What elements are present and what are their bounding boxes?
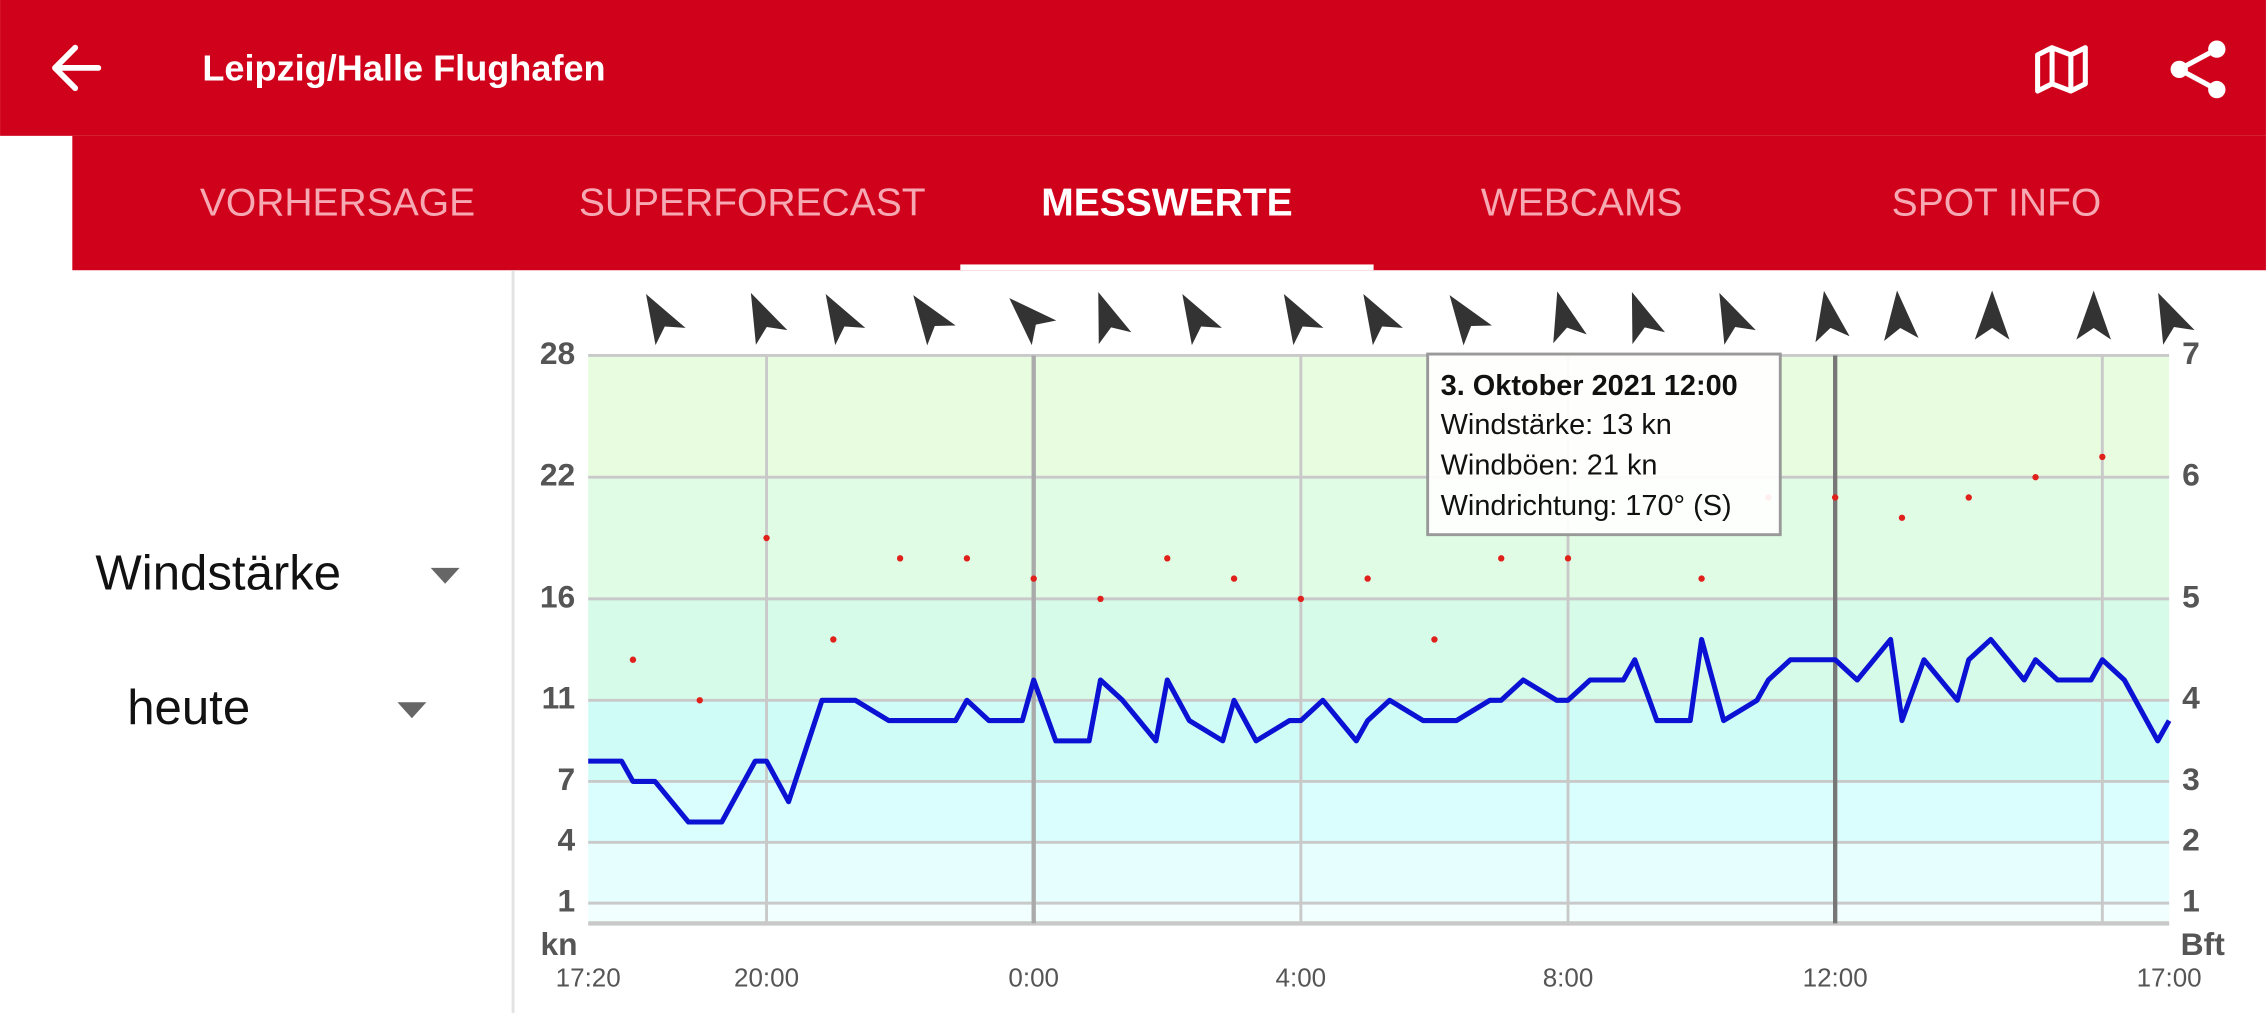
x-tick-label: 8:00 — [1543, 963, 1594, 993]
y2-tick-label: 6 — [2182, 457, 2200, 493]
tooltip-box — [1426, 352, 1782, 537]
direction-arrow — [1098, 292, 1132, 345]
y-tick-label: 1 — [558, 883, 576, 919]
gust-dot — [1898, 514, 1906, 521]
gust-dot — [1097, 595, 1104, 603]
direction-arrow — [750, 292, 788, 345]
gust-dot — [2032, 474, 2039, 481]
direction-arrow — [1009, 298, 1057, 346]
gust-dot — [1030, 575, 1037, 582]
gust-dot — [763, 534, 770, 542]
y-tick-label: 22 — [540, 457, 575, 493]
y2-axis-unit: Bft — [2181, 926, 2226, 962]
gust-dot — [696, 697, 703, 704]
y-axis-unit: kn — [541, 926, 578, 962]
y2-tick-label: 1 — [2182, 883, 2200, 919]
direction-arrow — [1719, 292, 1756, 345]
period-select[interactable]: heute — [127, 681, 250, 735]
dropdown-icon[interactable] — [430, 567, 460, 584]
tab[interactable]: WEBCAMS — [1481, 182, 1683, 225]
direction-arrow — [1884, 290, 1919, 342]
direction-arrow — [1283, 293, 1324, 346]
direction-arrow — [1363, 293, 1403, 346]
direction-arrow — [2158, 292, 2195, 345]
y-tick-label: 4 — [558, 822, 576, 858]
gust-dot — [1297, 595, 1305, 603]
direction-arrow — [825, 293, 866, 346]
tab[interactable]: SPOT INFO — [1892, 182, 2101, 225]
x-tick-label: 17:00 — [2137, 963, 2202, 993]
y-tick-label: 16 — [540, 578, 575, 614]
y2-tick-label: 7 — [2182, 335, 2200, 371]
tab[interactable]: SUPERFORECAST — [579, 182, 926, 225]
direction-arrow — [2076, 290, 2111, 340]
y2-tick-label: 4 — [2182, 680, 2200, 716]
tab-indicator — [960, 264, 1374, 271]
x-tick-label: 20:00 — [734, 963, 799, 993]
direction-arrow — [1815, 290, 1850, 343]
direction-arrow — [913, 295, 956, 346]
dropdown-icon[interactable] — [397, 702, 427, 719]
y2-tick-label: 5 — [2182, 578, 2200, 614]
gust-dot — [1431, 636, 1438, 643]
x-tick-label: 17:20 — [556, 963, 621, 993]
y-tick-label: 28 — [540, 335, 575, 371]
gust-dot — [1965, 494, 1972, 501]
tab[interactable]: MESSWERTE — [1041, 182, 1292, 225]
gust-dot — [830, 636, 837, 643]
direction-arrow — [645, 293, 686, 346]
y-tick-label: 7 — [558, 761, 576, 797]
tooltip-title: 3. Oktober 2021 12:00 — [1441, 370, 1738, 402]
x-tick-label: 0:00 — [1008, 963, 1059, 993]
tooltip-line: Windböen: 21 kn — [1441, 449, 1658, 481]
gust-dot — [2099, 453, 2106, 461]
page-title: Leipzig/Halle Flughafen — [202, 47, 605, 88]
y2-tick-label: 3 — [2182, 761, 2200, 797]
tab-bar — [72, 135, 2266, 271]
gust-dot — [1164, 555, 1171, 562]
tooltip-line: Windrichtung: 170° (S) — [1441, 490, 1732, 522]
app-bar — [0, 0, 2266, 136]
gust-dot — [963, 555, 971, 562]
direction-arrow — [1974, 290, 2010, 340]
gust-dot — [896, 555, 904, 562]
gust-dot — [1364, 575, 1371, 582]
tabs: VORHERSAGE SUPERFORECAST MESSWERTE WEBCAMS S… — [200, 182, 2101, 271]
plot: 1 4 7 11 16 22 28 1 2 3 4 5 6 7 17:20 20:00 0:00 4:00 8:00… — [540, 290, 2226, 993]
direction-arrow — [1631, 292, 1666, 345]
parameter-select[interactable]: Windstärke — [95, 547, 341, 601]
gust-dot — [1230, 575, 1238, 582]
back-button[interactable] — [52, 44, 102, 92]
y2-tick-label: 2 — [2182, 822, 2200, 858]
y-tick-label: 11 — [542, 680, 576, 716]
gust-dot — [1498, 555, 1505, 562]
gust-dot — [1698, 575, 1705, 582]
wind-line — [588, 636, 2172, 825]
x-tick-label: 12:00 — [1803, 963, 1868, 993]
share-button[interactable] — [2170, 40, 2226, 99]
tab[interactable]: VORHERSAGE — [200, 182, 475, 225]
gust-dot — [1831, 494, 1839, 501]
bft-bands — [588, 355, 2170, 924]
direction-arrow — [1553, 291, 1587, 344]
direction-arrow — [1449, 295, 1492, 346]
map-button[interactable] — [2035, 45, 2088, 94]
x-tick-label: 4:00 — [1276, 963, 1327, 993]
gust-dot — [1564, 555, 1572, 562]
gust-dot — [629, 656, 637, 663]
tooltip-line: Windstärke: 13 kn — [1441, 409, 1672, 441]
direction-arrow — [1182, 293, 1222, 346]
